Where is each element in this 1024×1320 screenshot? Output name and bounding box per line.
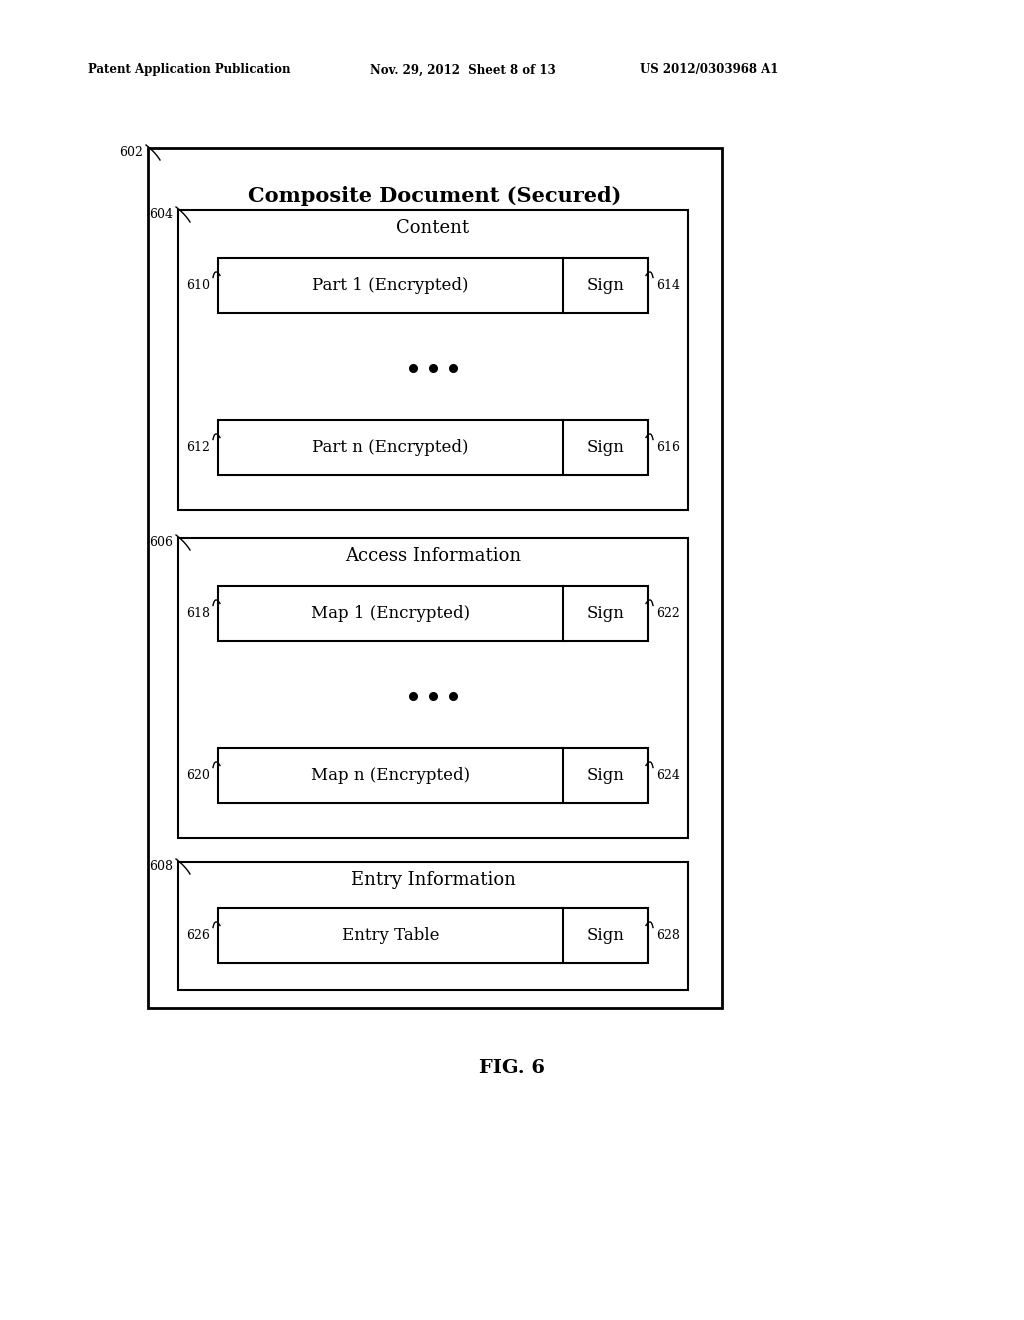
Bar [178,539,688,838]
Text: 620: 620 [186,770,210,781]
Text: Content: Content [396,219,470,238]
Text: 626: 626 [186,929,210,942]
Text: Part 1 (Encrypted): Part 1 (Encrypted) [312,277,469,294]
Text: Entry Table: Entry Table [342,927,439,944]
Text: Map 1 (Encrypted): Map 1 (Encrypted) [311,605,470,622]
Text: FIG. 6: FIG. 6 [479,1059,545,1077]
Text: Map n (Encrypted): Map n (Encrypted) [311,767,470,784]
Bar [148,148,722,1008]
Text: Part n (Encrypted): Part n (Encrypted) [312,440,469,455]
Bar [218,586,648,642]
Bar [178,210,688,510]
Text: Sign: Sign [587,277,625,294]
Bar [218,420,648,475]
Text: 604: 604 [150,209,173,222]
Text: Entry Information: Entry Information [350,871,515,888]
Text: Sign: Sign [587,605,625,622]
Text: Access Information: Access Information [345,546,521,565]
Text: 608: 608 [150,861,173,874]
Text: 606: 606 [150,536,173,549]
Text: 618: 618 [186,607,210,620]
Text: 612: 612 [186,441,210,454]
Bar [218,748,648,803]
Bar [218,908,648,964]
Bar [218,257,648,313]
Text: Composite Document (Secured): Composite Document (Secured) [248,186,622,206]
Text: 616: 616 [656,441,680,454]
Text: Nov. 29, 2012  Sheet 8 of 13: Nov. 29, 2012 Sheet 8 of 13 [370,63,556,77]
Text: Sign: Sign [587,767,625,784]
Text: 624: 624 [656,770,680,781]
Text: Sign: Sign [587,927,625,944]
Bar [178,862,688,990]
Text: US 2012/0303968 A1: US 2012/0303968 A1 [640,63,778,77]
Text: 610: 610 [186,279,210,292]
Text: Patent Application Publication: Patent Application Publication [88,63,291,77]
Text: 614: 614 [656,279,680,292]
Text: 628: 628 [656,929,680,942]
Text: Sign: Sign [587,440,625,455]
Text: 602: 602 [119,147,143,160]
Text: 622: 622 [656,607,680,620]
